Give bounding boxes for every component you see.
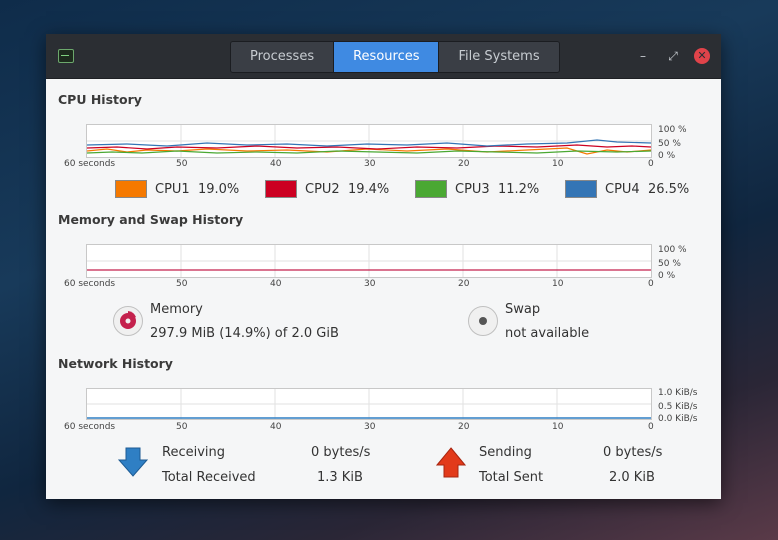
x-tick-label: 30 (364, 279, 376, 289)
network-x-axis: 60 seconds 50 40 30 20 10 0 (64, 422, 664, 434)
y-tick-label: 0.0 KiB/s (658, 414, 698, 424)
network-history-graph (86, 388, 652, 420)
x-tick-label: 50 (176, 422, 188, 432)
total-received-value: 1.3 KiB (317, 470, 363, 485)
cpu-history-title: CPU History (58, 92, 142, 107)
cpu2-color-swatch[interactable] (265, 180, 297, 198)
legend-cpu1[interactable]: CPU1 19.0% (115, 180, 239, 198)
memory-pie-hole (125, 318, 131, 324)
maximize-button[interactable]: ⤢ (668, 49, 678, 63)
cpu1-value: 19.0% (197, 181, 240, 197)
x-tick-label: 50 (176, 159, 188, 169)
y-tick-label: 0 % (658, 271, 676, 281)
receiving-label: Receiving (162, 445, 226, 460)
x-tick-label: 20 (458, 159, 470, 169)
sending-value: 0 bytes/s (603, 445, 663, 460)
title-bar: Processes Resources File Systems – ⤢ ✕ (46, 34, 721, 79)
memory-graph-svg (87, 245, 651, 277)
y-tick-label: 50 % (658, 139, 681, 149)
x-tick-label: 60 seconds (64, 159, 116, 169)
tab-resources[interactable]: Resources (334, 42, 440, 72)
memory-pie-slice (128, 311, 136, 321)
cpu-graph-svg (87, 125, 651, 157)
y-tick-label: 100 % (658, 245, 687, 255)
network-graph-svg (87, 389, 651, 419)
swap-pie-center (479, 317, 487, 325)
memory-history-title: Memory and Swap History (58, 212, 244, 227)
arrow-down-icon[interactable] (118, 446, 148, 478)
x-tick-label: 40 (270, 159, 282, 169)
memory-value: 297.9 MiB (14.9%) of 2.0 GiB (150, 326, 339, 341)
memory-history-graph (86, 244, 652, 278)
y-tick-label: 0 % (658, 151, 676, 161)
cpu2-value: 19.4% (347, 181, 390, 197)
memory-pie-svg (120, 311, 136, 329)
minimize-button[interactable]: – (640, 49, 646, 63)
tab-processes[interactable]: Processes (231, 42, 335, 72)
cpu4-color-swatch[interactable] (565, 180, 597, 198)
total-sent-label: Total Sent (479, 470, 544, 485)
memory-pie-icon[interactable] (113, 306, 143, 336)
cpu1-label: CPU1 (155, 181, 190, 197)
memory-label: Memory (150, 302, 203, 317)
x-tick-label: 10 (552, 279, 564, 289)
y-tick-label: 100 % (658, 125, 687, 135)
terminal-icon (58, 49, 74, 63)
x-tick-label: 20 (458, 279, 470, 289)
cpu3-line (87, 150, 651, 154)
network-history-title: Network History (58, 356, 173, 371)
swap-pie-svg (479, 317, 487, 325)
cpu-history-graph (86, 124, 652, 158)
cpu4-value: 26.5% (647, 181, 690, 197)
x-tick-label: 20 (458, 422, 470, 432)
x-tick-label: 10 (552, 422, 564, 432)
close-button[interactable]: ✕ (694, 48, 710, 64)
legend-cpu2[interactable]: CPU2 19.4% (265, 180, 389, 198)
cpu-x-axis: 60 seconds 50 40 30 20 10 0 (64, 159, 664, 171)
cpu4-label: CPU4 (605, 181, 640, 197)
y-tick-label: 0.5 KiB/s (658, 402, 698, 412)
y-tick-label: 1.0 KiB/s (658, 388, 698, 398)
receiving-value: 0 bytes/s (311, 445, 371, 460)
cpu4-line (87, 139, 651, 147)
memory-x-axis: 60 seconds 50 40 30 20 10 0 (64, 279, 664, 291)
swap-label: Swap (505, 302, 541, 317)
total-sent-value: 2.0 KiB (609, 470, 655, 485)
cpu1-color-swatch[interactable] (115, 180, 147, 198)
x-tick-label: 30 (364, 159, 376, 169)
system-monitor-window: Processes Resources File Systems – ⤢ ✕ C… (46, 34, 721, 499)
x-tick-label: 0 (648, 422, 654, 432)
tab-file-systems[interactable]: File Systems (439, 42, 559, 72)
y-tick-label: 50 % (658, 259, 681, 269)
cpu3-label: CPU3 (455, 181, 490, 197)
x-tick-label: 30 (364, 422, 376, 432)
cpu3-value: 11.2% (497, 181, 540, 197)
x-tick-label: 0 (648, 159, 654, 169)
cpu3-color-swatch[interactable] (415, 180, 447, 198)
cpu2-line (87, 144, 651, 150)
x-tick-label: 40 (270, 279, 282, 289)
x-tick-label: 60 seconds (64, 279, 116, 289)
view-switcher: Processes Resources File Systems (230, 41, 560, 73)
x-tick-label: 50 (176, 279, 188, 289)
x-tick-label: 0 (648, 279, 654, 289)
x-tick-label: 60 seconds (64, 422, 116, 432)
sending-label: Sending (479, 445, 532, 460)
total-received-label: Total Received (162, 470, 256, 485)
x-tick-label: 40 (270, 422, 282, 432)
x-tick-label: 10 (552, 159, 564, 169)
legend-cpu3[interactable]: CPU3 11.2% (415, 180, 539, 198)
arrow-up-icon[interactable] (436, 447, 466, 479)
legend-cpu4[interactable]: CPU4 26.5% (565, 180, 689, 198)
swap-value: not available (505, 326, 590, 341)
cpu2-label: CPU2 (305, 181, 340, 197)
swap-pie-icon[interactable] (468, 306, 498, 336)
